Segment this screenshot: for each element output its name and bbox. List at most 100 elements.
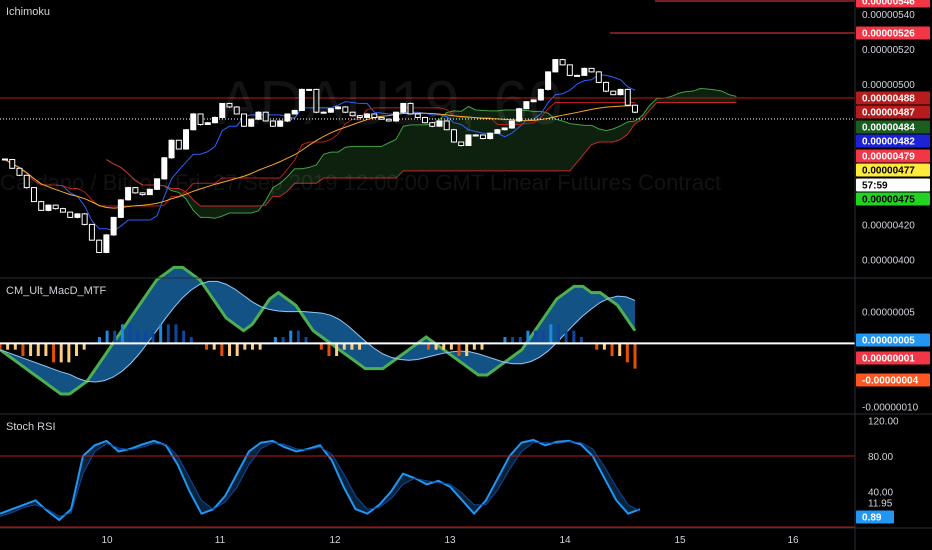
candle — [501, 127, 508, 131]
candle — [183, 129, 190, 150]
histogram-bar — [556, 324, 560, 344]
x-tick-label: 13 — [444, 535, 456, 546]
rsi-price-tag: 0.89 — [862, 513, 882, 524]
candle — [450, 129, 457, 143]
macd-pane[interactable] — [0, 265, 855, 396]
candle — [125, 187, 132, 201]
kijun-sen — [4, 102, 635, 207]
price-tag-bg — [856, 333, 930, 347]
histogram-bar — [258, 343, 262, 350]
y-tick-label: 40.00 — [868, 487, 893, 498]
candle — [335, 106, 342, 110]
price-tag-bg — [856, 120, 930, 134]
histogram-bar — [82, 343, 86, 350]
candle — [74, 213, 81, 218]
histogram-bar — [442, 343, 446, 350]
price-tag: 0.00000482 — [862, 137, 915, 148]
histogram-bar — [212, 343, 216, 350]
candle — [212, 116, 218, 124]
candle — [364, 113, 371, 118]
candle — [472, 134, 479, 137]
candle — [233, 106, 240, 115]
histogram-bar — [281, 337, 285, 344]
candle — [574, 74, 581, 77]
time-axis[interactable]: 10 11 12 13 14 15 16 — [101, 535, 799, 546]
price-tag-bg — [856, 0, 930, 8]
stoch-rsi-pane[interactable] — [0, 438, 855, 528]
histogram-bar — [610, 343, 614, 356]
histogram-bar — [0, 343, 2, 350]
macd-price-tag: -0.00000004 — [862, 376, 919, 387]
candle — [610, 90, 617, 96]
histogram-bar — [36, 343, 40, 356]
price-tag: 0.00000487 — [862, 108, 915, 119]
candle — [545, 71, 552, 90]
histogram-bar — [511, 337, 515, 344]
histogram-bar — [29, 343, 33, 356]
price-tag-bg — [856, 163, 930, 177]
candle — [385, 118, 392, 122]
histogram-bar — [327, 343, 331, 356]
candle — [458, 141, 465, 147]
histogram-bar — [105, 330, 109, 344]
price-tag: 0.00000484 — [862, 123, 915, 134]
histogram-bar — [189, 337, 193, 344]
candle — [269, 120, 276, 127]
histogram-bar — [136, 330, 140, 344]
histogram-bar — [166, 324, 170, 344]
y-tick-label: 0.00000520 — [862, 45, 915, 56]
histogram-bar — [13, 343, 17, 350]
ichimoku-title[interactable]: Ichimoku — [6, 6, 51, 18]
x-tick-label: 16 — [787, 535, 799, 546]
candle — [161, 157, 168, 180]
histogram-bar — [549, 324, 553, 344]
histogram-bar — [205, 343, 209, 350]
candle — [356, 115, 363, 118]
main-price-pane[interactable] — [0, 0, 855, 254]
candle — [632, 104, 638, 113]
y-tick-label: 0.00000400 — [862, 255, 915, 266]
histogram-bar — [465, 343, 469, 356]
macd-title[interactable]: CM_Ult_MacD_MTF — [6, 285, 107, 297]
candle — [197, 113, 204, 125]
price-tag: 0.00000526 — [862, 29, 915, 40]
candle — [88, 223, 95, 241]
stoch-rsi-title[interactable]: Stoch RSI — [6, 421, 56, 433]
histogram-bar — [296, 330, 300, 344]
candle — [566, 64, 573, 76]
candle — [422, 116, 428, 124]
histogram-bar — [228, 343, 232, 356]
watermark-description: Cardano / Bitcoin Fri, 27/Sep 2019 12:00… — [0, 170, 722, 195]
candle — [552, 59, 559, 73]
histogram-bar — [342, 343, 346, 350]
histogram-bar — [434, 343, 438, 350]
candle — [168, 139, 175, 159]
price-tag-bg — [856, 134, 930, 148]
y-tick-label: 120.00 — [868, 416, 899, 427]
candle — [291, 109, 298, 115]
histogram-bar — [21, 343, 25, 356]
candle — [23, 174, 30, 189]
histogram-bar — [518, 337, 522, 344]
candle — [581, 67, 588, 76]
candle — [30, 187, 37, 203]
histogram-bar — [243, 343, 247, 350]
candle — [400, 102, 407, 113]
candle — [132, 187, 139, 194]
price-axes[interactable]: 0.00000540 0.00000520 0.00000500 0.00000420… — [862, 10, 919, 498]
candle — [204, 122, 211, 125]
candle — [226, 102, 233, 108]
candle — [9, 159, 16, 169]
histogram-bar — [595, 343, 599, 350]
candle — [52, 204, 59, 210]
candle — [603, 81, 610, 92]
candle — [465, 134, 472, 147]
candle — [349, 111, 356, 117]
candle — [306, 88, 313, 91]
stoch-k-line — [0, 438, 641, 522]
histogram-bar — [625, 343, 629, 363]
histogram-bar — [182, 330, 186, 344]
price-tag: 0.00000488 — [862, 94, 915, 105]
price-tag-bg — [856, 178, 930, 192]
